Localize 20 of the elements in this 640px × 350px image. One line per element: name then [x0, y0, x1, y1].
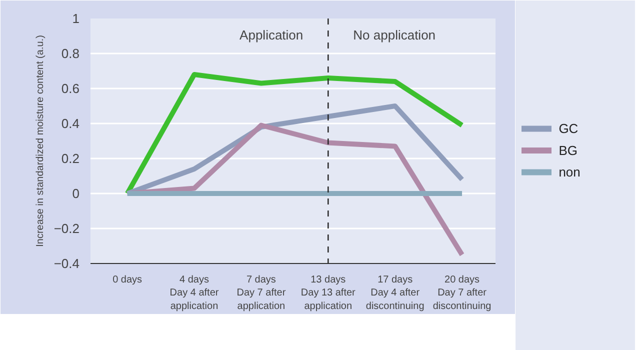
y-tick-label: 0.8	[61, 46, 80, 61]
x-tick-label: 13 days Day 13 after application	[300, 274, 356, 312]
x-tick-label: 20 days Day 7 after discontinuing	[432, 274, 492, 312]
annotation: No application	[353, 28, 436, 42]
y-tick-label: 0	[72, 186, 80, 201]
y-tick-label: 0.6	[61, 81, 80, 96]
y-tick-label: 0.4	[61, 116, 80, 131]
legend-label: BG	[558, 142, 578, 158]
y-tick-label: −0.2	[54, 221, 80, 236]
y-tick-label: −0.4	[54, 256, 80, 271]
annotation: Application	[240, 28, 304, 42]
x-tick-label: 4 days Day 4 after application	[170, 274, 220, 312]
y-tick-label: 0.2	[61, 151, 80, 166]
y-tick-label: 1	[72, 11, 80, 26]
y-axis-title: Increase in standardized moisture content (a.u.)	[34, 35, 46, 247]
x-tick-label: 0 days	[112, 274, 142, 286]
x-tick-label: 17 days Day 4 after discontinuing	[366, 274, 424, 312]
legend-label: non	[558, 164, 580, 180]
x-tick-label: 7 days Day 7 after application	[236, 274, 286, 312]
legend-label: GC	[558, 121, 578, 136]
